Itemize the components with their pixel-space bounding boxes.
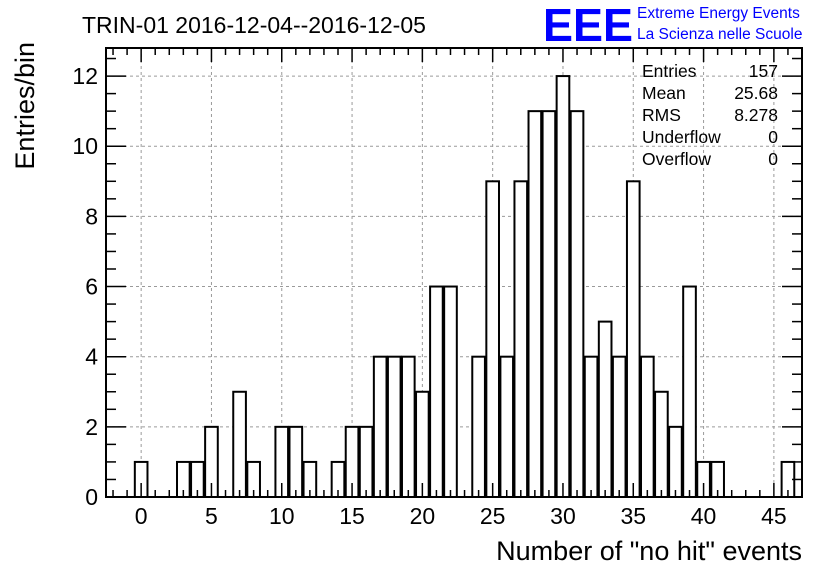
histogram-bar (555, 75, 571, 498)
stats-value: 25.68 (734, 83, 778, 103)
stats-label: Overflow (642, 149, 711, 169)
histogram-bar (429, 285, 444, 498)
x-tick-label: 40 (691, 503, 717, 529)
histogram-bar (541, 110, 557, 498)
y-tick-label: 10 (72, 133, 98, 159)
stats-value: 0 (768, 127, 778, 147)
histogram-bar (640, 355, 655, 498)
x-tick-label: 45 (761, 503, 787, 529)
x-tick-label: 5 (205, 503, 218, 529)
histogram-bar (611, 355, 627, 498)
stats-value: 157 (749, 61, 778, 81)
histogram-bars (133, 75, 796, 498)
histogram-bar (682, 285, 697, 498)
histogram-bar (288, 425, 304, 498)
y-tick-label: 8 (85, 203, 98, 229)
histogram-bar (358, 425, 374, 498)
stats-label: Mean (642, 83, 686, 103)
eee-logo-line2: La Scienza nelle Scuole (637, 26, 802, 43)
histogram-bar (569, 110, 585, 498)
histogram-bar (386, 355, 402, 498)
stats-value: 8.278 (734, 105, 778, 125)
histogram-bar (232, 390, 247, 498)
histogram-bar (513, 180, 529, 498)
x-tick-label: 20 (410, 503, 436, 529)
axes: 0 5 10 15 20 25 30 35 40 45 0 2 4 6 8 10 12 (72, 47, 803, 529)
y-tick-label: 6 (85, 274, 98, 300)
y-tick-label: 2 (85, 414, 98, 440)
x-tick-label: 25 (480, 503, 506, 529)
x-axis-label: Number of "no hit" events (496, 536, 802, 566)
histogram-bar (372, 355, 388, 498)
y-tick-label: 12 (72, 63, 98, 89)
y-tick-label: 0 (85, 484, 98, 510)
x-tick-label: 0 (135, 503, 148, 529)
histogram-bar (597, 320, 613, 498)
eee-logo-line1: Extreme Energy Events (637, 5, 800, 22)
histogram-bar (471, 355, 486, 498)
histogram-bar (668, 425, 683, 498)
eee-logo: EEE Extreme Energy Events La Scienza nel… (543, 0, 802, 51)
histogram-bar (654, 390, 669, 498)
stats-value: 0 (768, 149, 778, 169)
stats-box: Entries 157 Mean 25.68 RMS 8.278 Underflow 0 Ove… (642, 61, 778, 169)
x-tick-label: 10 (269, 503, 295, 529)
y-axis-label: Entries/bin (10, 42, 40, 170)
eee-logo-mark: EEE (543, 0, 633, 51)
histogram-bar (400, 355, 416, 498)
chart-title: TRIN-01 2016-12-04--2016-12-05 (82, 12, 426, 38)
histogram-bar (415, 390, 430, 498)
histogram-bar (583, 355, 599, 498)
histogram-bar (485, 180, 500, 498)
y-tick-label: 4 (85, 344, 98, 370)
histogram-bar (499, 355, 515, 498)
x-tick-label: 15 (339, 503, 365, 529)
stats-label: Underflow (642, 127, 721, 147)
stats-label: RMS (642, 105, 681, 125)
histogram-bar (527, 110, 543, 498)
histogram-bar (625, 180, 641, 498)
histogram-bar (443, 285, 458, 498)
plot-frame (105, 47, 803, 498)
x-tick-label: 35 (620, 503, 646, 529)
stats-label: Entries (642, 61, 697, 81)
x-tick-label: 30 (550, 503, 576, 529)
